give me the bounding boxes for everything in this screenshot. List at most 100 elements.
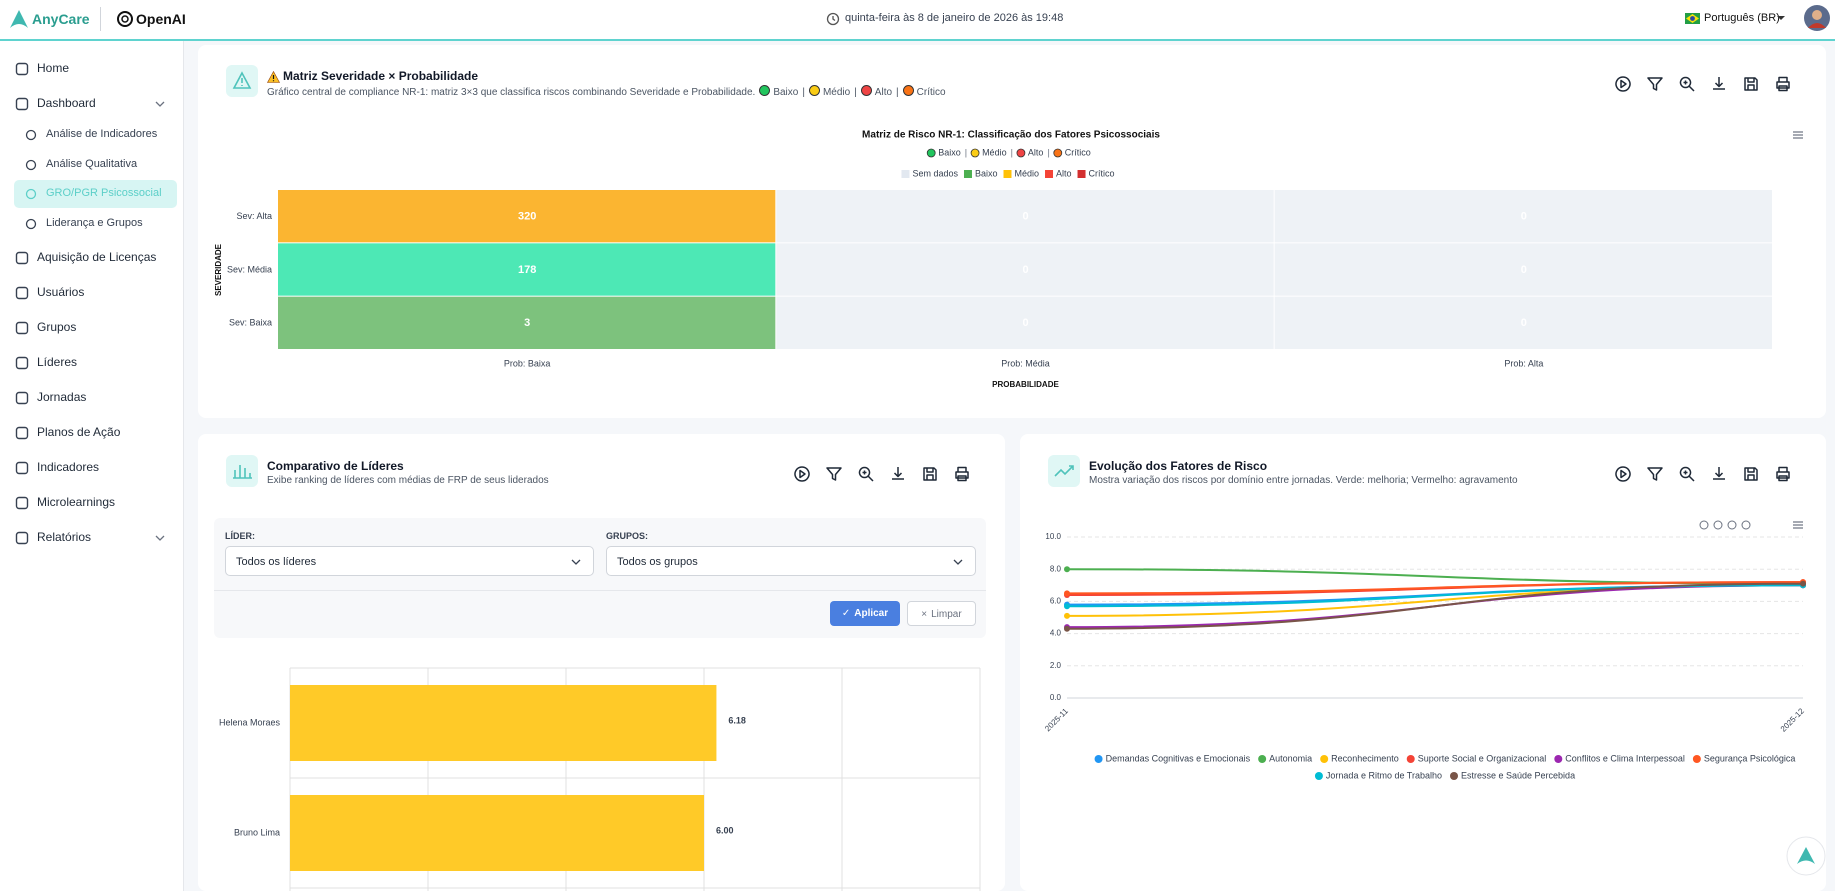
legend-label[interactable]: Baixo [975, 168, 998, 178]
filter-select[interactable]: Todos os grupos [606, 546, 976, 576]
legend-label[interactable]: Sem dados [912, 168, 958, 178]
avatar[interactable] [1803, 4, 1831, 32]
brand-name: AnyCare [32, 11, 90, 27]
zoom-tool[interactable] [1699, 520, 1709, 530]
legend-swatch [1003, 170, 1012, 178]
legend-label[interactable]: Suporte Social e Organizacional [1418, 753, 1547, 763]
nav-item[interactable]: Usuários [37, 284, 85, 299]
legend-dot [1406, 755, 1415, 763]
data-label: 6.18 [728, 715, 746, 725]
zoom-tool[interactable] [1741, 520, 1751, 530]
y-axis-title: SEVERIDADE [214, 243, 223, 296]
toolbar-button[interactable] [824, 464, 844, 484]
language-selector[interactable]: Português (BR) [1704, 12, 1780, 24]
nav-item[interactable]: Jornadas [37, 389, 87, 404]
legend-separator: | [965, 147, 967, 157]
toolbar-button[interactable] [952, 464, 972, 484]
series-point [1064, 590, 1070, 597]
icon-shape [25, 218, 37, 229]
icon-shape [15, 62, 29, 76]
cell-label: 178 [518, 264, 536, 276]
toolbar-button[interactable] [856, 464, 876, 484]
nav-subitem[interactable]: Liderança e Grupos [46, 216, 143, 229]
zoom-tool[interactable] [1727, 520, 1737, 530]
cell-label: 320 [518, 211, 536, 223]
legend-label[interactable]: Demandas Cognitivas e Emocionais [1106, 753, 1251, 763]
toolbar-button[interactable] [1773, 74, 1793, 94]
nav-item[interactable]: Indicadores [37, 459, 100, 474]
toolbar-glyph [1679, 466, 1695, 482]
toolbar-button[interactable] [1677, 464, 1697, 484]
cell-label: 3 [524, 317, 530, 329]
heatmap-cell [776, 190, 1274, 243]
toolbar-button[interactable] [920, 464, 940, 484]
toolbar-button[interactable] [1645, 464, 1665, 484]
leaders-panel: Comparativo de Líderes Exibe ranking de l… [198, 434, 1005, 891]
nav-item[interactable]: Dashboard [37, 96, 96, 110]
button-icon: ✓ [841, 608, 851, 619]
icon-shape [15, 426, 29, 439]
toolbar-button[interactable] [1613, 74, 1633, 94]
filter-label: LÍDER: [225, 531, 255, 541]
toolbar-button[interactable] [1645, 74, 1665, 94]
toolbar-button[interactable] [1709, 74, 1729, 94]
legend-dot [860, 85, 872, 96]
x-axis-title: PROBABILIDADE [992, 380, 1059, 389]
nav-subitem[interactable]: Análise Qualitativa [46, 157, 138, 170]
toolbar-button[interactable] [1613, 464, 1633, 484]
legend-label[interactable]: Segurança Psicológica [1704, 753, 1796, 763]
series-point [1064, 612, 1070, 619]
nav-item[interactable]: Home [37, 61, 70, 75]
legend-label[interactable]: Reconhecimento [1331, 753, 1399, 763]
legend-label[interactable]: Alto [1056, 168, 1072, 178]
legend-separator: | [896, 87, 899, 98]
nav-subitem[interactable]: Análise de Indicadores [46, 128, 158, 140]
bar-chart: Helena Moraes 6.18 Bruno Lima 6.00 [219, 667, 981, 891]
nav-subitem[interactable]: GRO/PGR Psicossocial [46, 187, 162, 199]
toolbar-button[interactable] [1741, 74, 1761, 94]
panel-icon [1048, 455, 1080, 487]
legend-label: Baixo [773, 87, 799, 98]
filter-select[interactable]: Todos os líderes [225, 546, 594, 576]
heatmap-cell [1274, 243, 1772, 296]
nav-item[interactable]: Microlearnings [37, 494, 116, 509]
nav-item[interactable]: Líderes [37, 354, 78, 369]
panel-title: Comparativo de Líderes [267, 459, 404, 473]
legend-label[interactable]: Crítico [1089, 168, 1115, 178]
toolbar-button[interactable] [1773, 464, 1793, 484]
series-point [1064, 603, 1070, 610]
zoom-tool[interactable] [1713, 520, 1723, 530]
top-bar: AnyCare OpenAI quinta-feira às 8 de jane… [0, 0, 1835, 41]
legend-dot [970, 148, 980, 158]
column-label: Prob: Baixa [504, 358, 551, 368]
toolbar-button[interactable] [1709, 464, 1729, 484]
legend-label[interactable]: Estresse e Saúde Percebida [1461, 770, 1575, 780]
toolbar-button[interactable] [1741, 464, 1761, 484]
nav-item[interactable]: Aquisição de Licenças [37, 249, 157, 264]
y-tick-label: 6.0 [1050, 597, 1062, 606]
legend-dot [1320, 755, 1329, 763]
toolbar-button[interactable] [1677, 74, 1697, 94]
nav-item[interactable]: Relatórios [37, 529, 92, 544]
datetime: quinta-feira às 8 de janeiro de 2026 às … [845, 12, 1064, 24]
legend-label[interactable]: Jornada e Ritmo de Trabalho [1326, 770, 1442, 780]
toolbar-button[interactable] [888, 464, 908, 484]
panel-icon [226, 65, 258, 97]
clear-button[interactable]: × Limpar [907, 601, 976, 626]
icon-shape [15, 321, 29, 334]
nav-sub-icon [25, 159, 37, 170]
nav-icon [15, 286, 29, 299]
nav-item[interactable]: Planos de Ação [37, 424, 121, 439]
legend-label[interactable]: Autonomia [1269, 753, 1312, 763]
chart-title: Matriz de Risco NR-1: Classificação dos … [862, 130, 1160, 141]
apply-button[interactable]: ✓ Aplicar [830, 601, 900, 626]
legend-label[interactable]: Médio [1015, 168, 1040, 178]
nav-item[interactable]: Grupos [37, 319, 77, 334]
toolbar-button[interactable] [792, 464, 812, 484]
legend-dot [1258, 755, 1267, 763]
panel-title: Matriz Severidade × Probabilidade [283, 69, 479, 83]
chevron-path [155, 101, 165, 107]
chat-launcher[interactable] [1786, 836, 1826, 876]
legend-label[interactable]: Conflitos e Clima Interpessoal [1565, 753, 1685, 763]
nav-icon [15, 391, 29, 404]
